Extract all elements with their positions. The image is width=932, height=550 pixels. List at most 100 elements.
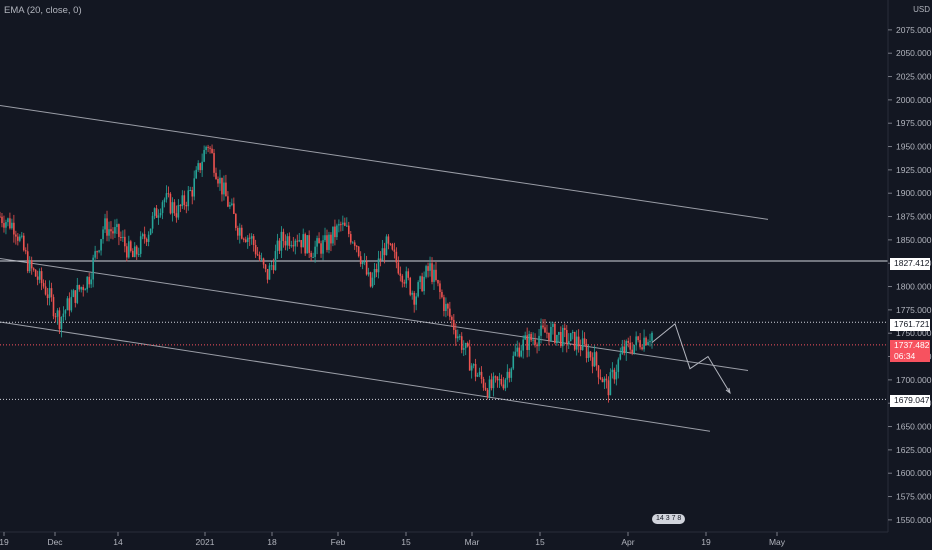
- candle-body: [195, 169, 197, 179]
- candle-body: [302, 234, 305, 248]
- candle-body: [540, 325, 542, 336]
- candle-body: [492, 376, 495, 389]
- candle-body: [478, 371, 481, 376]
- candle-body: [643, 337, 645, 350]
- trendline: [0, 104, 769, 220]
- candle-body: [56, 310, 59, 317]
- candle-body: [456, 336, 459, 339]
- candle-body: [367, 272, 370, 275]
- candle-body: [324, 235, 326, 241]
- candle-body: [22, 235, 25, 251]
- y-tick-label: 1975.000: [896, 118, 932, 128]
- candle-countdown: 06:34: [894, 351, 916, 361]
- candle-body: [371, 277, 374, 287]
- candle-body: [42, 283, 45, 287]
- candle-body: [280, 231, 283, 251]
- candle-body: [639, 340, 641, 348]
- candle-body: [76, 285, 79, 303]
- candle-body: [177, 205, 180, 218]
- candle-body: [213, 153, 215, 173]
- candle-body: [308, 235, 310, 253]
- trendlines: [0, 104, 769, 432]
- projection-path: [651, 323, 731, 395]
- candle-body: [425, 266, 427, 277]
- candle-body: [480, 371, 483, 379]
- candle-body: [3, 223, 5, 228]
- candle-body: [74, 290, 77, 303]
- candle-body: [349, 234, 352, 243]
- candle-body: [209, 147, 211, 149]
- candle-body: [451, 316, 453, 320]
- candle-body: [298, 240, 301, 242]
- candle-body: [569, 333, 572, 342]
- candle-body: [550, 326, 552, 341]
- candle-body: [66, 298, 69, 311]
- y-tick-label: 1875.000: [896, 212, 932, 222]
- candle-body: [504, 379, 507, 389]
- candle-body: [290, 245, 293, 247]
- candle-body: [556, 334, 558, 344]
- y-tick-label: 1550.000: [896, 515, 932, 525]
- candle-body: [258, 255, 261, 260]
- current-price-tag: 1737.482 06:34: [890, 340, 930, 362]
- candle-body: [524, 335, 526, 340]
- events-badge[interactable]: 14 3 7 8: [652, 514, 686, 524]
- candle-body: [108, 229, 110, 236]
- candle-body: [40, 271, 43, 284]
- candle-body: [419, 276, 421, 283]
- candle-body: [92, 257, 94, 280]
- price-axis[interactable]: 1550.000 1575.000 1600.000 1625.000 1650.000…: [888, 25, 932, 525]
- trendline: [0, 321, 711, 432]
- candle-body: [112, 231, 114, 234]
- candle-body: [464, 343, 467, 349]
- candle-body: [365, 261, 368, 275]
- candle-body: [24, 250, 27, 252]
- candle-body: [516, 347, 519, 352]
- candle-body: [116, 224, 118, 228]
- indicator-legend[interactable]: EMA (20, close, 0): [4, 5, 82, 16]
- candle-body: [407, 271, 410, 278]
- candle-body: [340, 224, 342, 226]
- candle-body: [506, 371, 509, 380]
- candle-body: [439, 283, 441, 292]
- candle-body: [623, 346, 626, 354]
- candle-body: [181, 195, 184, 207]
- candle-body: [629, 342, 632, 350]
- candle-body: [100, 239, 102, 251]
- candle-body: [347, 225, 350, 235]
- candle-body: [518, 347, 521, 357]
- candle-body: [423, 276, 425, 292]
- candle-body: [391, 244, 394, 250]
- candle-body: [536, 344, 538, 347]
- time-axis[interactable]: 19 Dec 14 2021 18 Feb 15 Mar 15 Apr 19 May: [0, 532, 786, 547]
- candle-body: [187, 190, 190, 207]
- candle-body: [141, 234, 144, 237]
- candle-body: [1, 216, 3, 224]
- candle-body: [591, 357, 594, 367]
- candle-body: [476, 375, 479, 377]
- candle-body: [597, 365, 600, 378]
- candle-body: [86, 276, 88, 290]
- candle-body: [530, 333, 532, 341]
- candle-body: [126, 246, 128, 258]
- candle-body: [183, 195, 186, 206]
- candle-body: [488, 379, 491, 398]
- candle-body: [193, 178, 196, 197]
- candle-body: [15, 234, 17, 237]
- y-tick-label: 2000.000: [896, 95, 932, 105]
- candle-body: [262, 258, 265, 265]
- x-tick-label: 14: [113, 537, 123, 547]
- candle-body: [84, 289, 87, 291]
- candle-body: [415, 296, 417, 305]
- candle-body: [5, 222, 7, 228]
- x-tick-label: 19: [0, 537, 9, 547]
- y-tick-label: 1575.000: [896, 492, 932, 502]
- candle-body: [94, 251, 96, 258]
- candle-body: [468, 346, 471, 371]
- candle-body: [575, 336, 578, 350]
- candle-body: [163, 199, 166, 203]
- candle-body: [635, 336, 637, 345]
- candle-body: [510, 368, 513, 378]
- candle-body: [246, 237, 249, 242]
